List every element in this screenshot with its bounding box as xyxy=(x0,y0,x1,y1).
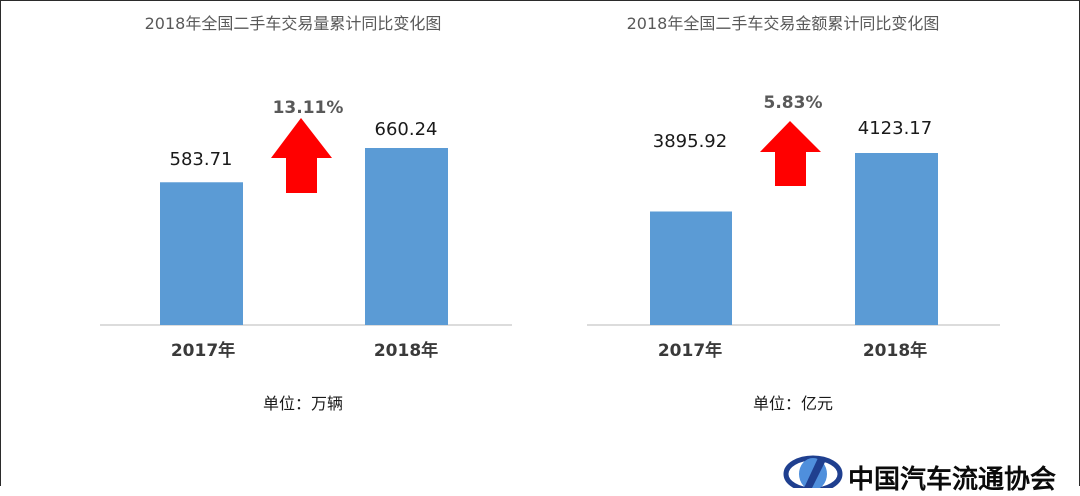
chart-amount: 2018年全国二手车交易金额累计同比变化图 3895.92 4123.17 5.… xyxy=(587,14,1000,413)
bar-2017 xyxy=(650,211,732,325)
chart-title: 2018年全国二手车交易金额累计同比变化图 xyxy=(627,14,940,33)
association-logo-icon xyxy=(783,455,843,488)
unit-label: 单位：亿元 xyxy=(753,394,833,413)
data-label-2018: 4123.17 xyxy=(858,118,932,139)
up-arrow-icon xyxy=(271,118,332,193)
x-tick-2018: 2018年 xyxy=(863,340,927,361)
bar-2018 xyxy=(365,148,448,325)
growth-label: 13.11% xyxy=(273,98,344,118)
unit-label: 单位：万辆 xyxy=(263,394,343,413)
bar-2018 xyxy=(855,153,938,325)
data-label-2017: 3895.92 xyxy=(653,131,727,152)
data-label-2017: 583.71 xyxy=(170,149,233,170)
chart-volume: 2018年全国二手车交易量累计同比变化图 583.71 660.24 13.11… xyxy=(100,14,512,413)
x-tick-2018: 2018年 xyxy=(374,340,438,361)
data-label-2018: 660.24 xyxy=(375,119,438,140)
x-tick-2017: 2017年 xyxy=(658,340,722,361)
bar-2017 xyxy=(160,182,243,325)
x-tick-2017: 2017年 xyxy=(171,340,235,361)
up-arrow-icon xyxy=(760,121,821,186)
association-logo-text: 中国汽车流通协会 xyxy=(848,465,1057,495)
chart-title: 2018年全国二手车交易量累计同比变化图 xyxy=(145,14,442,33)
growth-label: 5.83% xyxy=(764,93,823,113)
